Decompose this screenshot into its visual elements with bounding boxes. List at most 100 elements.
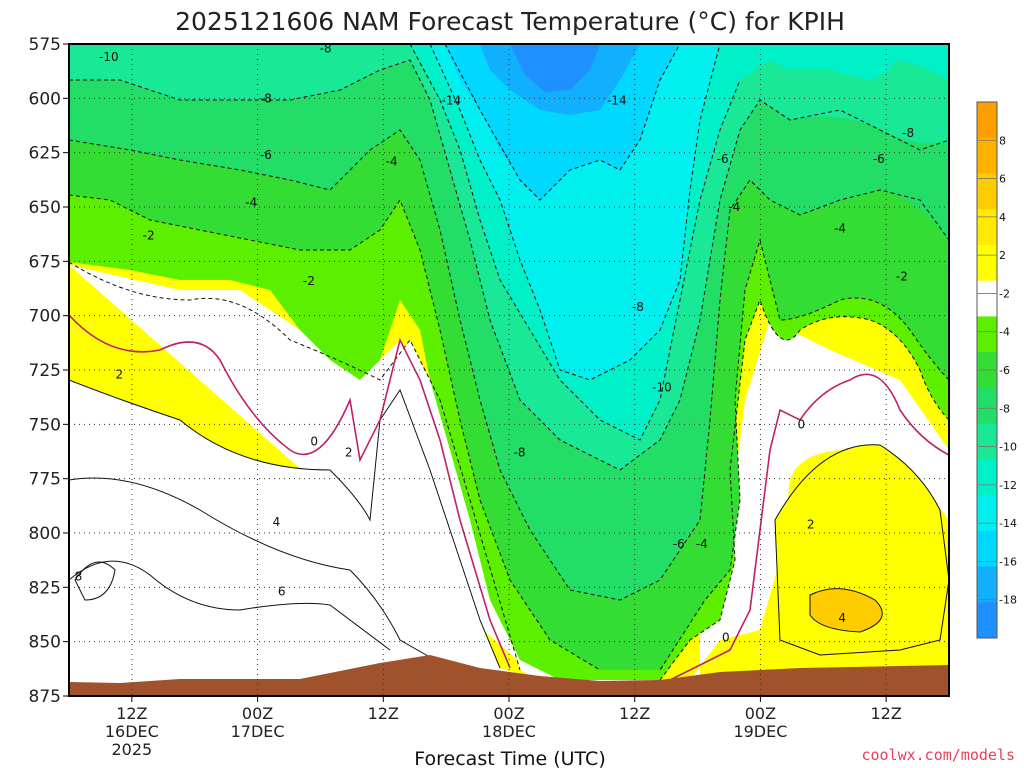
colorbar-swatch [977, 459, 997, 496]
x-tick-label: 00Z [493, 704, 524, 723]
colorbar-label: -16 [999, 555, 1017, 568]
negative-contours [69, 44, 949, 681]
region-4-east-top [810, 588, 883, 632]
contour-label: -4 [386, 154, 398, 168]
colorbar-swatch [977, 566, 997, 603]
contour-label: 0 [797, 417, 805, 431]
region-0-2 [69, 265, 560, 696]
x-tick-label: 16DEC [105, 722, 159, 741]
chart-title: 2025121606 NAM Forecast Temperature (°C)… [175, 7, 845, 36]
colorbar-swatch [977, 423, 997, 460]
x-axis-label: Forecast Time (UTC) [414, 748, 605, 768]
contour-label: 2 [807, 517, 815, 531]
contour-label: -10 [652, 380, 672, 394]
temperature-field: -10 -8 -8 -14 -14 -8 -6 -4 -6 -6 -4 -4 -2 -4 -2 -2 -8 2 -1… [69, 41, 949, 696]
colorbar-label: -18 [999, 594, 1017, 607]
contour-label: 0 [310, 435, 318, 449]
colorbar-label: -10 [999, 441, 1017, 454]
contour-label: 2 [345, 446, 353, 460]
contour-label: 8 [75, 569, 83, 583]
contour-label: -2 [143, 228, 155, 242]
contour-label: -6 [873, 152, 885, 166]
y-tick-label: 675 [29, 252, 61, 272]
y-tick-label: 775 [29, 470, 61, 490]
contour-label: -4 [834, 222, 846, 236]
contour-label: -6 [673, 537, 685, 551]
colorbar-label: -8 [999, 402, 1010, 415]
y-tick-label: 750 [29, 415, 61, 435]
colorbar-swatch [977, 602, 997, 639]
x-tick-label: 12Z [368, 704, 399, 723]
contour-label: -8 [320, 41, 332, 55]
y-tick-label: 875 [29, 687, 61, 707]
contour-label: -4 [696, 537, 708, 551]
y-tick-label: 800 [29, 524, 61, 544]
contour-label: -8 [632, 300, 644, 314]
contour-label: -10 [99, 50, 119, 64]
y-tick-label: 700 [29, 307, 61, 327]
x-tick-label: 2025 [111, 740, 152, 759]
contour-label: -8 [902, 126, 914, 140]
y-axis: 575 600 625 650 675 700 725 750 775 800 825 850 875 [29, 35, 69, 707]
y-tick-label: 825 [29, 578, 61, 598]
x-tick-label: 18DEC [482, 722, 536, 741]
y-tick-label: 625 [29, 144, 61, 164]
colorbar-label: -14 [999, 517, 1017, 530]
contour-label: 6 [278, 585, 286, 599]
gridlines [69, 44, 949, 696]
credit-text: coolwx.com/models [861, 746, 1015, 764]
contour-label: 0 [722, 630, 730, 644]
colorbar-swatch [977, 316, 997, 353]
x-tick-label: 00Z [745, 704, 776, 723]
colorbar-label: 2 [999, 249, 1006, 262]
positive-contours [69, 379, 949, 681]
contour-label: -14 [607, 94, 627, 108]
colorbar-swatch [977, 137, 997, 174]
colorbar-swatch [977, 530, 997, 568]
colorbar-swatch [977, 102, 997, 139]
contour-label: -4 [728, 200, 740, 214]
colorbar-swatch [977, 173, 997, 210]
y-tick-label: 600 [29, 89, 61, 109]
y-tick-label: 575 [29, 35, 61, 55]
terrain [69, 655, 949, 696]
x-tick-label: 19DEC [733, 722, 787, 741]
contour-label: -4 [245, 196, 257, 210]
contour-label: -6 [260, 148, 272, 162]
x-tick-label: 12Z [870, 704, 901, 723]
colorbar-label: -2 [999, 287, 1010, 300]
colorbar-swatch [977, 387, 997, 425]
colorbar-swatch [977, 280, 997, 317]
y-tick-label: 650 [29, 198, 61, 218]
contour-label: -2 [303, 274, 315, 288]
colorbar-label: -12 [999, 479, 1017, 492]
contour-label: -2 [896, 270, 908, 284]
colorbar-label: 6 [999, 173, 1006, 186]
zero-isotherm [69, 314, 949, 681]
contour-label: -8 [513, 446, 525, 460]
region-minus10-east [730, 44, 949, 80]
x-tick-label: 00Z [242, 704, 273, 723]
region-minus18 [510, 44, 600, 92]
colorbar-label: -6 [999, 364, 1010, 377]
colorbar-swatch [977, 244, 997, 282]
colorbar-label: -4 [999, 326, 1010, 339]
contour-label: 4 [838, 611, 846, 625]
contour-labels: -10 -8 -8 -14 -14 -8 -6 -4 -6 -6 -4 -4 -2 -4 -2 -2 -8 2 -1… [75, 41, 915, 644]
contour-label: 4 [273, 515, 281, 529]
y-tick-label: 725 [29, 361, 61, 381]
colorbar: 8 6 4 2 -2 -4 -6 -8 -10 -12 -14 -16 -18 [976, 101, 1017, 639]
contour-label: -14 [442, 94, 462, 108]
x-tick-label: 12Z [619, 704, 650, 723]
colorbar-label: 8 [999, 134, 1006, 147]
y-tick-label: 850 [29, 633, 61, 653]
x-tick-label: 12Z [116, 704, 147, 723]
contour-label: -6 [717, 152, 729, 166]
x-tick-label: 17DEC [231, 722, 285, 741]
contour-label: 2 [115, 367, 123, 381]
colorbar-label: 4 [999, 211, 1006, 224]
colorbar-swatch [977, 209, 997, 246]
colorbar-swatch [977, 495, 997, 532]
